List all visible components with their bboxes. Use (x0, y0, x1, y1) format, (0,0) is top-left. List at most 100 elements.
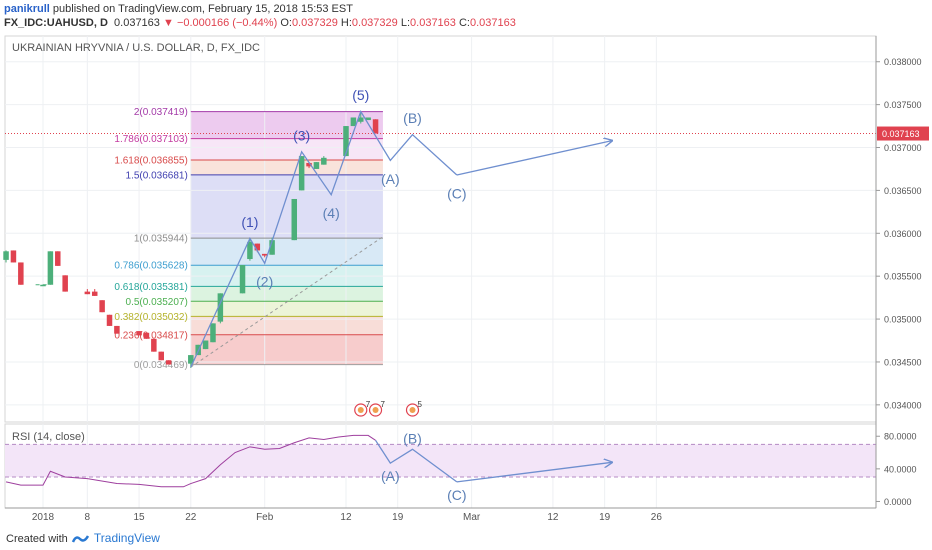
price-chart[interactable]: 0(0.034469) 0.236(0.034817) 0.382(0.035032… (0, 32, 932, 527)
event-dot-icon (409, 407, 416, 413)
time-tick-label: Mar (463, 512, 481, 523)
candle-down (151, 338, 157, 352)
rsi-wave-label: (B) (403, 430, 422, 446)
candle-up (188, 355, 194, 364)
close-label: C: (458, 17, 470, 29)
fib-trend-line (190, 236, 384, 368)
fib-level-label: 1.5(0.036681) (126, 170, 188, 181)
author-link[interactable]: panikrull (4, 3, 50, 15)
symbol-label: FX_IDC:UAHUSD, D (4, 17, 108, 29)
time-tick-label: Feb (256, 512, 274, 523)
fib-band (190, 159, 383, 175)
candle-up (365, 117, 371, 121)
rsi-band (5, 444, 876, 478)
price-tick-label: 0.036500 (884, 186, 922, 196)
event-dot-icon (357, 407, 364, 413)
open-label: O: (280, 17, 292, 29)
fib-band (190, 316, 383, 335)
low-value: 0.037163 (410, 17, 456, 29)
candle-up (269, 240, 275, 255)
wave-label: (3) (293, 127, 310, 143)
fib-level-label: 0.618(0.035381) (114, 282, 187, 293)
tradingview-link[interactable]: TradingView (93, 531, 160, 545)
wave-label: (2) (256, 274, 273, 290)
price-tick-label: 0.037000 (884, 143, 922, 153)
fib-band (190, 301, 383, 317)
time-tick-label: 2018 (32, 512, 55, 523)
wave-label: (C) (447, 185, 466, 201)
fib-band (190, 334, 383, 365)
candle-up (239, 265, 246, 294)
price-tick-label: 0.036000 (884, 229, 922, 239)
rsi-tick-label: 40.0000 (884, 464, 917, 474)
rsi-tick-label: 80.0000 (884, 432, 917, 442)
price-tick-label: 0.038000 (884, 57, 922, 67)
created-with-text: Created with (6, 533, 68, 545)
wave-label: (1) (241, 214, 258, 230)
fib-level-label: 1.786(0.037103) (114, 134, 187, 145)
close-value: 0.037163 (469, 17, 516, 29)
price-tick-label: 0.034000 (884, 400, 922, 410)
tradingview-logo-icon (71, 533, 94, 545)
time-tick-label: 12 (547, 512, 559, 523)
time-tick-label: 15 (134, 512, 146, 523)
fib-band (190, 238, 383, 266)
time-tick-label: 19 (392, 512, 404, 523)
rsi-projection-arrow (456, 462, 612, 483)
candle-up (202, 340, 209, 350)
time-tick-label: 22 (185, 512, 197, 523)
rsi-title: RSI (14, close) (12, 431, 85, 443)
candle-up (247, 241, 253, 260)
candle-up (40, 284, 46, 287)
quote-line: FX_IDC:UAHUSD, D 0.037163 ▼ −0.000166 (−… (4, 17, 516, 29)
rsi-wave-path (375, 439, 458, 483)
candle-down (91, 291, 98, 296)
fib-level-label: 1(0.035944) (134, 234, 188, 245)
candle-up (321, 157, 327, 165)
candle-down (143, 332, 150, 339)
candle-down (114, 325, 120, 334)
rsi-tick-label: 0.0000 (884, 497, 912, 507)
time-tick-label: 12 (340, 512, 352, 523)
candle-down (106, 314, 113, 326)
candle-up (210, 323, 216, 343)
open-value: 0.037329 (291, 17, 338, 29)
candle-down (158, 351, 164, 361)
event-count: 7 (381, 400, 386, 409)
high-label: H: (340, 17, 352, 29)
high-value: 0.037329 (351, 17, 398, 29)
price-tick-label: 0.035000 (884, 315, 922, 325)
fib-level-label: 0.382(0.035032) (114, 312, 187, 323)
elliott-wave-path (190, 109, 458, 368)
rsi-wave-label: (A) (381, 468, 400, 484)
fib-level-label: 0(0.034469) (134, 360, 188, 371)
candle-down (372, 119, 379, 134)
wave-label: (5) (352, 87, 369, 103)
candle-down (254, 243, 261, 251)
chart-title: UKRAINIAN HRYVNIA / U.S. DOLLAR, D, FX_I… (12, 42, 260, 54)
candle-down (55, 251, 61, 266)
candle-up (298, 156, 305, 191)
projection-arrow (456, 141, 612, 176)
event-count: 5 (418, 400, 423, 409)
candle-up (350, 117, 357, 127)
change-value: −0.000166 (−0.44%) (176, 17, 278, 29)
candle-down (18, 262, 24, 285)
event-count: 7 (366, 400, 371, 409)
candle-down (165, 360, 172, 365)
rsi-wave-label: (C) (447, 487, 466, 503)
last-price-value: 0.037163 (114, 17, 160, 29)
candle-up (47, 251, 54, 285)
rsi-line (5, 434, 376, 488)
wave-label: (4) (323, 205, 340, 221)
candle-down (306, 162, 312, 167)
chart-header: panikrull published on TradingView.com, … (0, 0, 932, 32)
price-tick-label: 0.035500 (884, 272, 922, 282)
fib-band (190, 286, 383, 302)
low-label: L: (400, 17, 411, 29)
time-tick-label: 26 (651, 512, 663, 523)
price-tick-label: 0.037500 (884, 100, 922, 110)
event-dot-icon (372, 407, 379, 413)
fib-level-label: 0.236(0.034817) (114, 330, 187, 341)
candle-down (62, 275, 68, 292)
